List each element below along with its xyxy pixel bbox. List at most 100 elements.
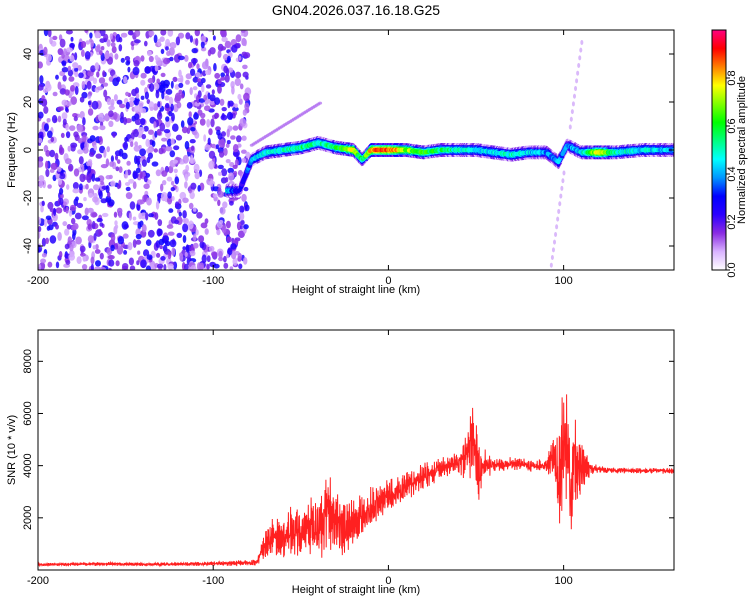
spectrogram-noise-blob: [92, 196, 99, 203]
spectrogram-noise-blob: [230, 243, 237, 250]
spectrogram-noise-blob: [70, 96, 77, 105]
colorbar-ticks: 0.0 0.2 0.4 0.6 0.8: [726, 70, 738, 278]
spectrogram-noise-blob: [154, 65, 159, 72]
spectrogram-noise-blob: [68, 76, 75, 82]
snr-x-tick-label: -200: [27, 575, 49, 587]
spectrogram-noise-blob: [148, 213, 154, 218]
spectrogram-noise-blob: [147, 77, 154, 84]
spectrogram-noise-blob: [153, 34, 158, 44]
snr-x-label: Height of straight line (km): [292, 584, 420, 596]
spectrogram-noise-blob: [106, 98, 111, 106]
spectrogram-noise-blob: [218, 219, 224, 225]
spectrogram-noise-blob: [123, 250, 128, 255]
spectrogram-noise-blob: [145, 138, 150, 148]
spectrogram-noise-blob: [75, 236, 82, 245]
spectrogram-noise-blob: [90, 65, 96, 73]
spectrogram-noise-blob: [143, 175, 148, 183]
spectrogram-noise-blob: [115, 166, 120, 172]
spectrogram-noise-blob: [93, 144, 98, 151]
spectrogram-noise-blob: [128, 178, 135, 184]
spectrogram-noise-blob: [89, 151, 95, 157]
spectrogram-noise-blob: [87, 70, 94, 77]
snr-x-tick-label: 0: [385, 575, 391, 587]
spectrogram-noise-blob: [165, 88, 173, 95]
spectrogram-noise-blob: [199, 241, 205, 249]
spectrogram-noise-blob: [134, 39, 141, 44]
spectrogram-noise-blob: [111, 46, 117, 54]
spectrogram-noise-blob: [41, 98, 48, 107]
spectrogram-noise-blob: [177, 77, 183, 83]
spectrogram-noise-blob: [153, 121, 157, 129]
spectrogram-noise-blob: [129, 96, 135, 102]
spectrogram-noise-blob: [188, 220, 194, 230]
spectrogram-noise-blob: [182, 223, 189, 233]
spectrogram-noise-blob: [89, 135, 96, 142]
spectrogram-noise-blob: [226, 140, 231, 145]
spectrogram-noise-blob: [136, 260, 140, 266]
spectrogram-noise-blob: [61, 60, 67, 65]
spectrogram-noise-blob: [189, 157, 196, 164]
spectrogram-noise-blob: [220, 46, 227, 51]
spectrogram-noise-blob: [226, 236, 232, 243]
spectrogram-noise-blob: [225, 220, 231, 229]
spectrogram-noise-blob: [200, 112, 206, 119]
spectrogram-noise-blob: [217, 85, 222, 94]
spectrogram-noise-blob: [209, 94, 216, 102]
spectrogram-noise-blob: [242, 109, 247, 116]
spectrogram-noise-blob: [64, 158, 72, 165]
spectrogram-noise-blob: [45, 150, 51, 157]
spectrogram-noise-blob: [229, 200, 234, 206]
colorbar-tick-label: 0.6: [726, 118, 738, 133]
spectrogram-noise-blob: [170, 80, 174, 89]
spectrogram-noise-blob: [224, 40, 232, 49]
spectrogram-noise-blob: [125, 169, 129, 179]
spectrogram-noise-blob: [138, 144, 142, 149]
spectrogram-noise-blob: [168, 96, 174, 105]
spectrogram-noise-blob: [172, 76, 178, 82]
spectrogram-noise-blob: [221, 107, 227, 112]
spectrogram-noise-blob: [153, 148, 158, 153]
spectrogram-noise-blob: [168, 110, 173, 117]
spectrogram-noise-blob: [62, 75, 67, 82]
spectrogram-noise-blob: [177, 32, 185, 39]
spectrogram-noise-blob: [72, 188, 80, 194]
spectrogram-noise-blob: [168, 208, 174, 213]
spectrogram-noise-blob: [38, 230, 41, 240]
spectrogram-noise-blob: [88, 193, 94, 198]
spectrogram-noise-blob: [74, 52, 78, 61]
spectrogram-noise-blob: [215, 126, 221, 132]
spectrogram-noise-blob: [79, 111, 85, 119]
spectrogram-noise-blob: [184, 140, 190, 150]
colorbar-label: Normalized spectral amplitude: [736, 76, 748, 224]
spectrogram-noise-blob: [100, 180, 105, 186]
spectrogram-noise-blob: [197, 185, 201, 192]
spectrogram-noise-blob: [100, 46, 105, 51]
spectrogram-noise-blob: [174, 92, 182, 102]
spectrogram-noise-blob: [108, 110, 114, 118]
spectrogram-noise-blob: [237, 230, 245, 238]
spectrogram-noise-blob: [183, 218, 189, 225]
snr-x-tick-label: 100: [554, 575, 572, 587]
spectrogram-noise-blob: [189, 250, 196, 257]
spectrogram-noise-blob: [244, 102, 250, 111]
spectrogram-noise-blob: [67, 65, 71, 71]
spectrogram-noise-blob: [93, 233, 97, 241]
spectrogram-noise-blob: [69, 251, 73, 258]
spectrogram-noise-blob: [217, 199, 221, 207]
spectrogram-noise-blob: [182, 235, 187, 243]
spectrogram-noise-blob: [174, 201, 180, 209]
spectrogram-noise-blob: [139, 157, 143, 163]
spectrogram-noise-blob: [243, 257, 248, 265]
spectrogram-noise-blob: [208, 128, 213, 136]
spectrogram-noise-blob: [38, 156, 44, 163]
spectrogram-noise-blob: [159, 36, 165, 42]
spectrogram-noise-blob: [103, 149, 107, 158]
spectrogram-noise-blob: [181, 93, 185, 99]
spectrogram-noise-blob: [106, 146, 110, 153]
spectrogram-noise-blob: [94, 249, 101, 254]
spectrogram-noise-blob: [229, 112, 233, 120]
spectrogram-noise-blob: [47, 261, 53, 268]
spectrogram-streak-blob: [550, 255, 554, 261]
spectrogram-noise-blob: [196, 212, 203, 219]
spectrogram-noise-blob: [82, 255, 87, 262]
